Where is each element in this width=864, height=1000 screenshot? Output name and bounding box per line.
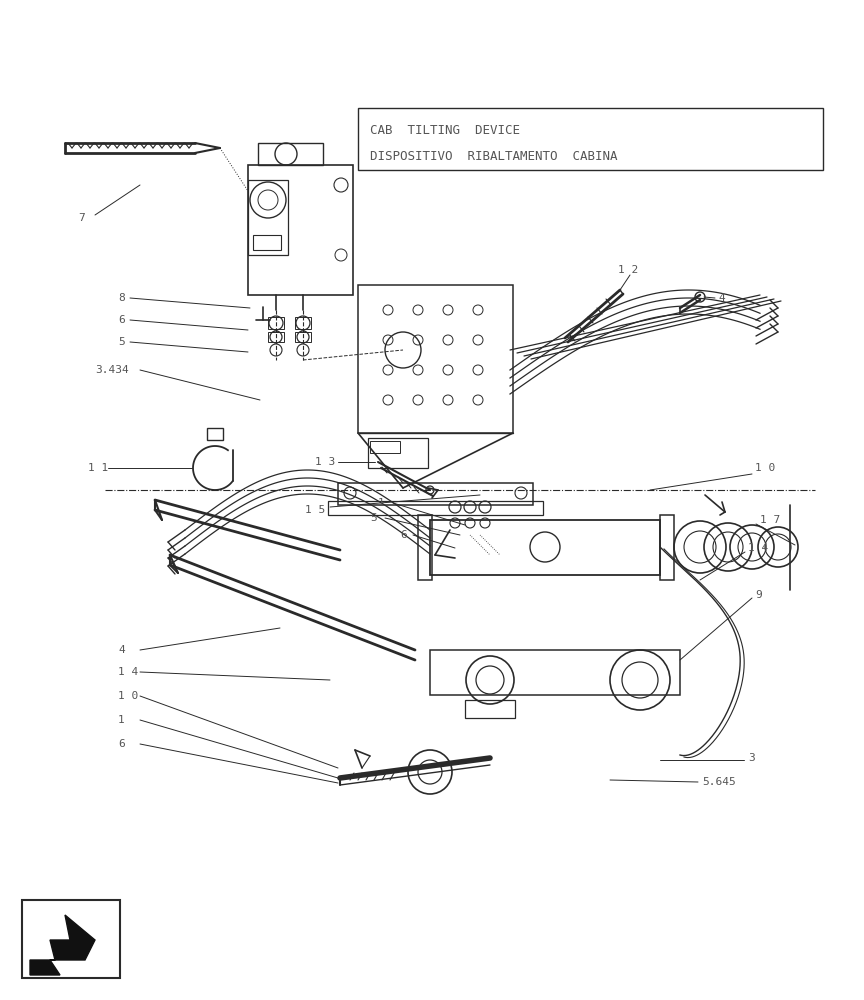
Text: 1: 1	[378, 498, 384, 508]
Bar	[338, 483, 533, 505]
Text: 7: 7	[78, 213, 85, 223]
Text: 5.645: 5.645	[702, 777, 736, 787]
Bar	[358, 108, 823, 170]
Bar	[248, 165, 353, 295]
Text: 3.434: 3.434	[95, 365, 129, 375]
Text: DISPOSITIVO  RIBALTAMENTO  CABINA: DISPOSITIVO RIBALTAMENTO CABINA	[370, 149, 618, 162]
Bar	[465, 700, 515, 718]
Bar	[207, 428, 223, 440]
Bar	[328, 501, 543, 515]
Bar	[295, 317, 311, 329]
Bar	[268, 332, 284, 342]
Text: 1 3: 1 3	[315, 457, 335, 467]
Bar	[370, 441, 400, 453]
Text: 1 2: 1 2	[618, 265, 638, 275]
Text: 5: 5	[118, 337, 124, 347]
Text: 4: 4	[118, 645, 124, 655]
Text: 1: 1	[118, 715, 124, 725]
Polygon shape	[30, 915, 95, 975]
Text: 6: 6	[118, 739, 124, 749]
Bar	[368, 438, 428, 468]
Bar	[660, 515, 674, 580]
Text: 8: 8	[118, 293, 124, 303]
Text: 5: 5	[370, 513, 377, 523]
Text: 1 4: 1 4	[748, 543, 768, 553]
Text: 1 0: 1 0	[755, 463, 775, 473]
Bar	[268, 317, 284, 329]
Bar	[430, 650, 680, 695]
Text: 6: 6	[118, 315, 124, 325]
Text: 1 5: 1 5	[305, 505, 325, 515]
Text: 9: 9	[755, 590, 762, 600]
Text: CAB  TILTING  DEVICE: CAB TILTING DEVICE	[370, 123, 520, 136]
Text: 1 7: 1 7	[760, 515, 780, 525]
Text: 4: 4	[718, 293, 725, 303]
Bar	[430, 520, 660, 575]
Bar	[248, 180, 288, 255]
Bar	[22, 900, 120, 978]
Text: 6: 6	[400, 530, 407, 540]
Bar	[358, 285, 513, 433]
Text: 1 0: 1 0	[118, 691, 138, 701]
Text: 1 4: 1 4	[118, 667, 138, 677]
Bar	[418, 515, 432, 580]
Text: 1 1: 1 1	[88, 463, 108, 473]
Text: 3: 3	[748, 753, 755, 763]
Bar	[253, 235, 281, 250]
Bar	[295, 332, 311, 342]
Bar	[258, 143, 323, 165]
